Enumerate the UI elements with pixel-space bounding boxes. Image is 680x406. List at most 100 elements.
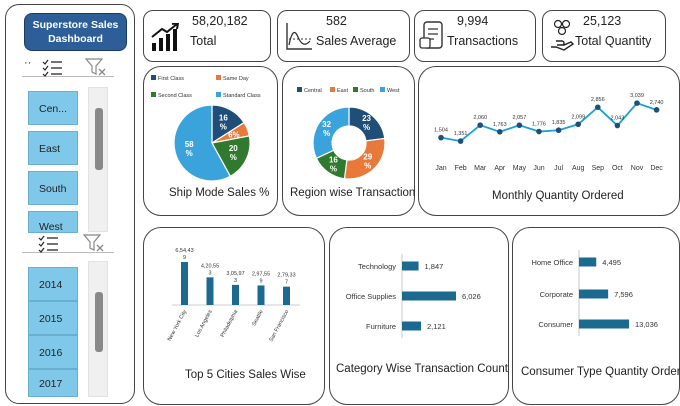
cities-bar[interactable] — [283, 286, 290, 305]
ship-slice[interactable] — [173, 104, 232, 182]
cities-data-label: 3,05,97 — [226, 271, 244, 277]
monthly-point[interactable] — [575, 121, 581, 128]
region-scrollbar[interactable] — [88, 87, 108, 232]
cities-bar[interactable] — [232, 284, 239, 305]
region-scroll-thumb[interactable] — [95, 108, 103, 170]
year-slicer-header — [22, 233, 114, 253]
consumer-data-label: 4,495 — [602, 258, 621, 267]
ship-legend-swatch — [216, 75, 221, 80]
clear-filter-icon[interactable] — [84, 57, 108, 77]
ship-legend-swatch — [151, 75, 156, 80]
transactions-icon — [419, 21, 443, 49]
cities-tick-label: New York City — [167, 309, 188, 342]
cities-data-label: 2,97,55 — [252, 271, 270, 277]
dashboard-title-line1: Superstore Sales — [32, 19, 119, 31]
slicer-item-east[interactable]: East — [28, 131, 78, 165]
monthly-panel: 1,504 Jan 1,351 Feb 2,060 Mar 1,763 Apr 2,057 May… — [418, 66, 680, 216]
region-data-label: 23 — [362, 114, 371, 123]
ship-legend-swatch — [216, 92, 221, 97]
region-legend-swatch — [380, 87, 385, 92]
monthly-point[interactable] — [653, 107, 660, 113]
multi-select-icon[interactable] — [36, 233, 60, 253]
ship-mode-title: Ship Mode Sales % — [169, 187, 270, 199]
monthly-point[interactable] — [438, 134, 444, 141]
cities-data-label: 4,20,55 — [201, 263, 219, 269]
region-data-label-unit: % — [323, 129, 330, 138]
category-panel: Technology 1,847 Office Supplies 6,026 Furni… — [329, 227, 509, 405]
clear-filter-icon[interactable] — [82, 233, 106, 253]
monthly-tick-label: Aug — [572, 165, 585, 172]
monthly-point[interactable] — [634, 100, 640, 106]
category-bar[interactable] — [402, 291, 456, 301]
slicer-item-2014[interactable]: 2014 — [28, 267, 78, 301]
year-scrollbar[interactable] — [88, 261, 108, 397]
slicer-item-west[interactable]: West — [28, 211, 78, 233]
consumer-bar[interactable] — [579, 319, 629, 329]
consumer-bar[interactable] — [579, 289, 609, 299]
kpi-quantity-value: 25,123 — [583, 14, 622, 28]
monthly-point[interactable] — [497, 129, 503, 135]
monthly-tick-label: Jun — [533, 165, 544, 172]
kpi-quantity: 25,123 Total Quantity — [542, 10, 666, 62]
region-slicer: ·· Cen... East South West — [22, 57, 114, 233]
consumer-bar[interactable] — [579, 257, 597, 267]
monthly-data-label: 2,740 — [650, 100, 664, 106]
monthly-point[interactable] — [536, 128, 542, 135]
multi-select-icon[interactable] — [40, 57, 64, 77]
monthly-data-label: 1,763 — [493, 122, 507, 128]
monthly-point[interactable] — [457, 138, 464, 144]
kpi-transactions-label: Transactions — [447, 34, 519, 48]
region-legend-label: Central — [304, 88, 322, 94]
slicer-item-2016[interactable]: 2016 — [28, 335, 78, 369]
ship-legend-label: First Class — [158, 76, 184, 82]
monthly-chart: 1,504 Jan 1,351 Feb 2,060 Mar 1,763 Apr 2,057 May… — [434, 93, 664, 172]
cities-bar[interactable] — [206, 277, 214, 305]
slicer-item-central[interactable]: Cen... — [28, 91, 78, 125]
region-data-label-unit: % — [330, 164, 337, 173]
monthly-tick-label: Feb — [455, 165, 467, 172]
monthly-data-label: 1,776 — [532, 122, 546, 128]
region-title: Region wise Transaction — [290, 187, 416, 199]
region-data-label-unit: % — [363, 123, 370, 132]
category-bar[interactable] — [402, 261, 419, 271]
category-data-label: 1,847 — [425, 262, 444, 271]
region-slice[interactable] — [312, 106, 350, 160]
monthly-point[interactable] — [516, 122, 523, 129]
ship-slice[interactable] — [211, 135, 251, 178]
ship-data-label: 6% — [228, 130, 240, 139]
monthly-point[interactable] — [614, 122, 621, 129]
ship-mode-chart: First Class Same Day Second Class Standard … — [151, 75, 261, 182]
year-scroll-thumb[interactable] — [95, 292, 103, 352]
category-chart: Technology 1,847 Office Supplies 6,026 Furni… — [346, 254, 481, 338]
region-data-label: 16 — [329, 155, 338, 164]
cities-data-label-tail: 7 — [285, 280, 288, 286]
kpi-transactions: 9,994 Transactions — [414, 10, 536, 62]
slicer-item-south[interactable]: South — [28, 171, 78, 205]
cities-bar[interactable] — [257, 285, 265, 305]
cities-tick-label: San Francisco — [268, 309, 290, 343]
monthly-tick-label: Jan — [435, 165, 446, 172]
region-legend-swatch — [353, 87, 358, 92]
cities-bar[interactable] — [181, 261, 188, 305]
consumer-data-label: 13,036 — [635, 320, 658, 329]
ship-mode-panel: First Class Same Day Second Class Standard … — [143, 66, 278, 216]
kpi-average-label: Sales Average — [316, 34, 397, 48]
slicer-item-2017[interactable]: 2017 — [28, 369, 78, 397]
region-legend-swatch — [330, 87, 335, 92]
region-legend-label: South — [360, 88, 374, 94]
monthly-point[interactable] — [555, 127, 562, 134]
category-bar[interactable] — [402, 321, 422, 331]
monthly-point[interactable] — [595, 104, 601, 111]
category-data-label: 6,026 — [462, 292, 481, 301]
more-icon[interactable]: ·· — [24, 57, 32, 69]
monthly-point[interactable] — [477, 122, 483, 128]
ship-data-label-unit: % — [220, 122, 227, 131]
ship-data-label-unit: % — [186, 149, 193, 158]
sidebar: Superstore Sales Dashboard ·· Cen... Eas… — [5, 4, 135, 404]
consumer-title: Consumer Type Quantity Order — [521, 366, 680, 378]
slicer-item-2015[interactable]: 2015 — [28, 301, 78, 335]
region-legend-label: East — [337, 88, 348, 94]
category-data-label: 2,121 — [427, 322, 446, 331]
dashboard-title-line2: Dashboard — [48, 33, 103, 45]
